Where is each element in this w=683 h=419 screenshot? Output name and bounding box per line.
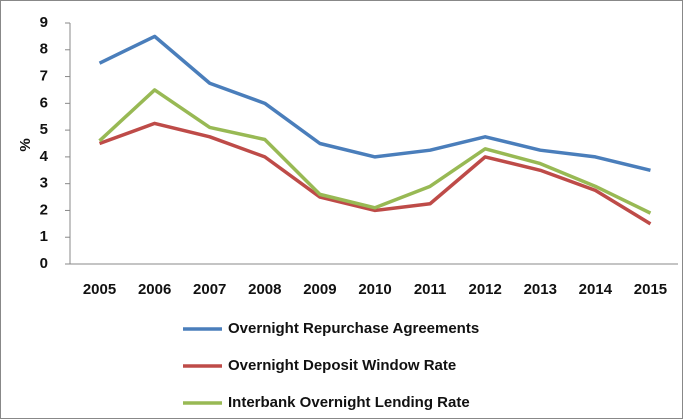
y-tick-label: 4 — [40, 148, 49, 165]
x-tick-label: 2009 — [303, 281, 336, 298]
line-series — [98, 34, 651, 172]
x-tick-label: 2012 — [468, 281, 501, 298]
y-axis-label: % — [17, 138, 34, 151]
y-tick-label: 1 — [40, 228, 48, 245]
y-tick-label: 0 — [40, 255, 48, 272]
line-series — [98, 88, 652, 215]
y-tick-label: 7 — [40, 68, 48, 85]
x-tick-label: 2010 — [358, 281, 391, 298]
y-tick-label: 5 — [40, 121, 48, 138]
legend-label: Overnight Deposit Window Rate — [228, 357, 456, 374]
x-tick-label: 2011 — [414, 281, 447, 298]
x-tick-label: 2015 — [634, 281, 667, 298]
x-tick-label: 2013 — [524, 281, 557, 298]
y-tick-label: 6 — [40, 94, 48, 111]
x-tick-label: 2014 — [579, 281, 613, 298]
y-tick-label: 3 — [40, 175, 48, 192]
y-tick-label: 9 — [40, 14, 48, 31]
x-tick-label: 2008 — [248, 281, 281, 298]
x-tick-label: 2006 — [138, 281, 171, 298]
legend-label: Overnight Repurchase Agreements — [228, 320, 479, 337]
y-tick-label: 2 — [40, 201, 48, 218]
y-tick-label: 8 — [40, 41, 48, 58]
line-series — [98, 121, 652, 226]
x-tick-label: 2005 — [83, 281, 116, 298]
x-tick-label: 2007 — [193, 281, 226, 298]
legend-label: Interbank Overnight Lending Rate — [228, 394, 470, 411]
